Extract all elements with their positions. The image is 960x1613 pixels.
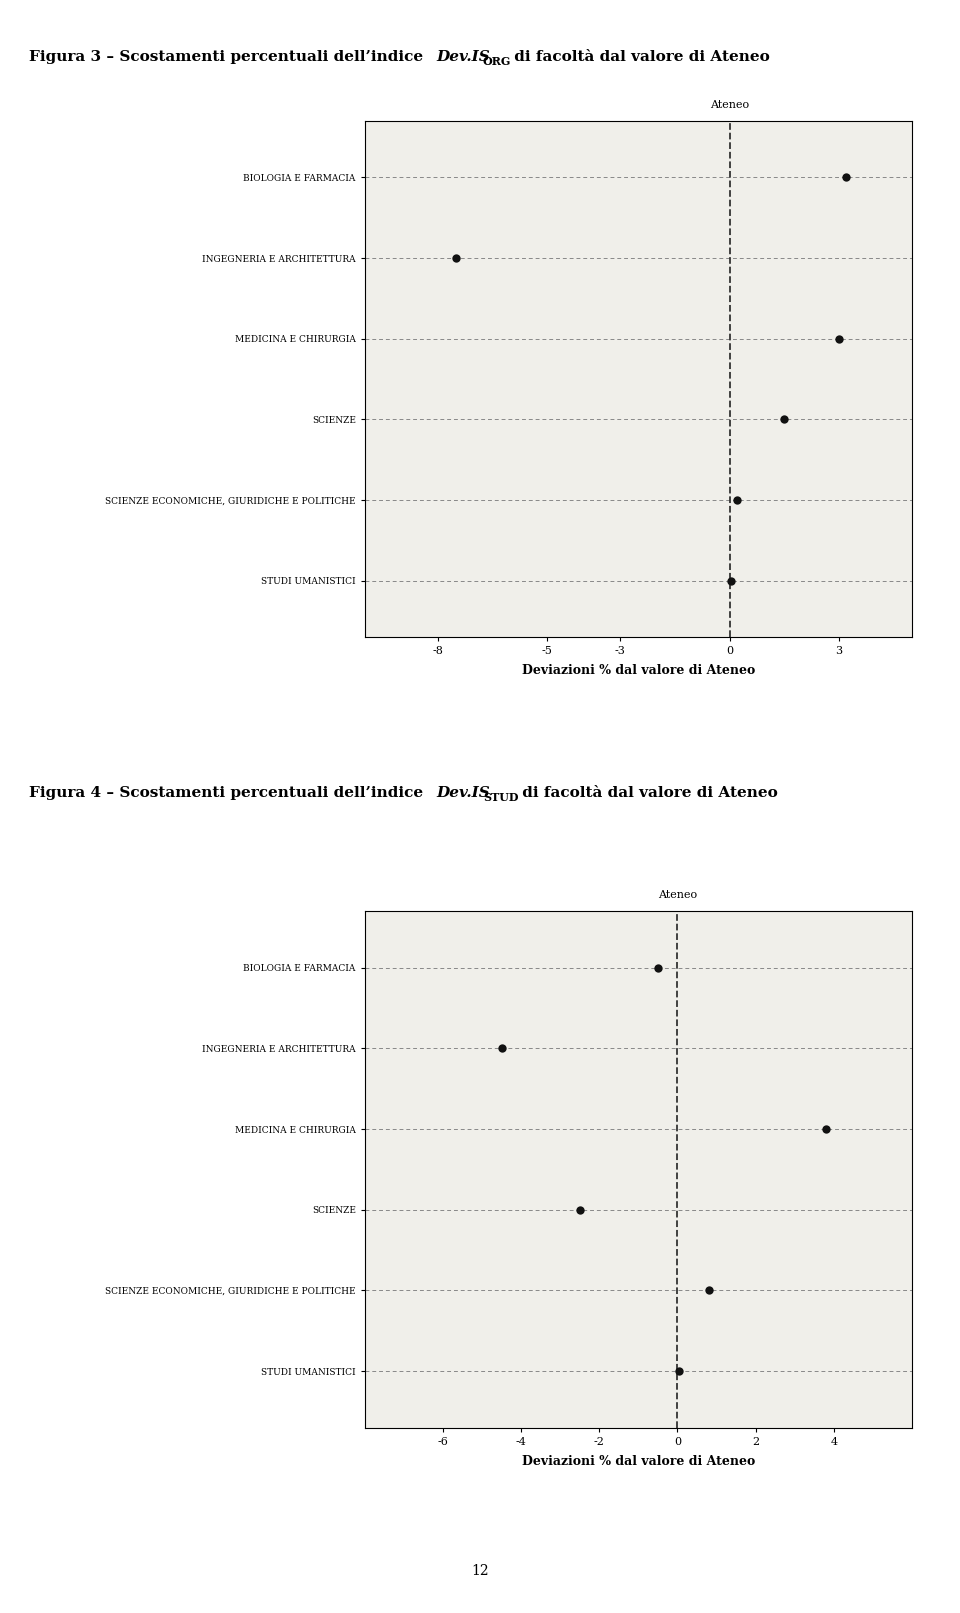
Text: Figura 4 – Scostamenti percentuali dell’indice: Figura 4 – Scostamenti percentuali dell’…: [29, 786, 428, 800]
Text: Figura 3 – Scostamenti percentuali dell’indice: Figura 3 – Scostamenti percentuali dell’…: [29, 50, 428, 65]
Text: Ateneo: Ateneo: [710, 100, 749, 110]
Text: Ateneo: Ateneo: [658, 890, 697, 900]
Text: di facoltà dal valore di Ateneo: di facoltà dal valore di Ateneo: [509, 50, 770, 65]
Text: Dev.IS: Dev.IS: [437, 50, 491, 65]
Text: ORG: ORG: [483, 56, 512, 68]
Text: Dev.IS: Dev.IS: [437, 786, 491, 800]
X-axis label: Deviazioni % dal valore di Ateneo: Deviazioni % dal valore di Ateneo: [522, 1455, 755, 1468]
X-axis label: Deviazioni % dal valore di Ateneo: Deviazioni % dal valore di Ateneo: [522, 665, 755, 677]
Text: di facoltà dal valore di Ateneo: di facoltà dal valore di Ateneo: [517, 786, 779, 800]
Text: 12: 12: [471, 1563, 489, 1578]
Text: STUD: STUD: [483, 792, 518, 803]
